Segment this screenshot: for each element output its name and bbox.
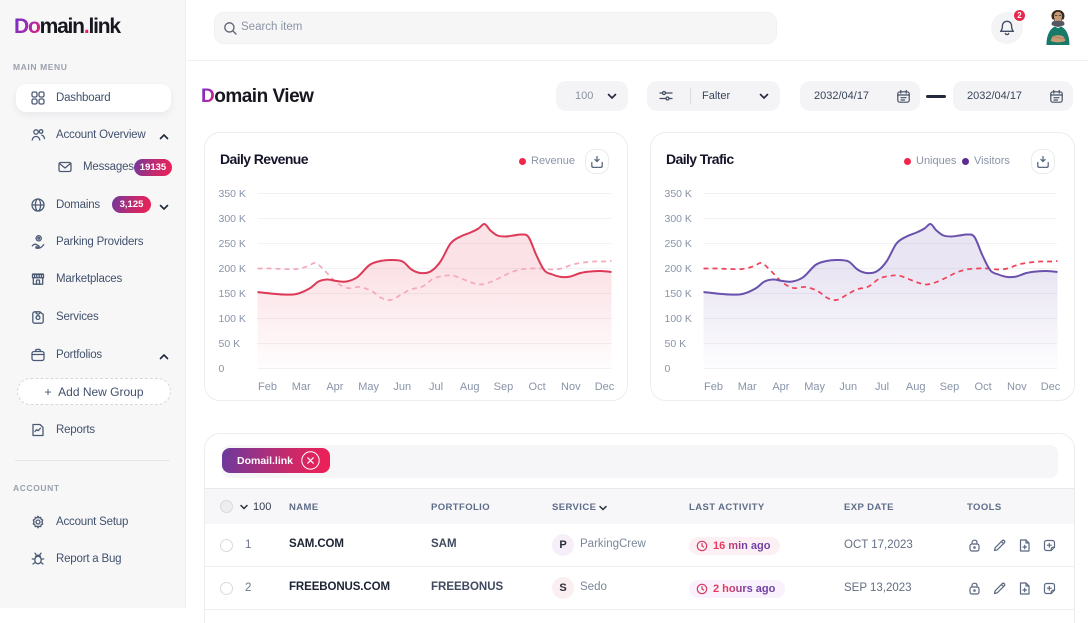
svg-text:Nov: Nov <box>1007 381 1027 393</box>
svg-text:250 K: 250 K <box>219 238 246 250</box>
svg-text:Jun: Jun <box>393 381 411 393</box>
svg-text:100 K: 100 K <box>219 313 246 325</box>
svg-text:Dec: Dec <box>1041 381 1061 393</box>
svg-text:Dec: Dec <box>595 381 615 393</box>
svg-text:May: May <box>804 381 825 393</box>
svg-text:Aug: Aug <box>906 381 926 393</box>
svg-text:Nov: Nov <box>561 381 581 393</box>
svg-text:150 K: 150 K <box>665 288 692 300</box>
svg-text:Apr: Apr <box>326 381 343 393</box>
svg-text:50 K: 50 K <box>665 338 687 350</box>
svg-text:Mar: Mar <box>292 381 311 393</box>
svg-text:Jul: Jul <box>875 381 889 393</box>
svg-text:Jun: Jun <box>839 381 857 393</box>
svg-text:200 K: 200 K <box>219 263 246 275</box>
svg-text:Sep: Sep <box>940 381 960 393</box>
svg-text:100 K: 100 K <box>665 313 692 325</box>
svg-text:350 K: 350 K <box>219 188 246 200</box>
svg-text:Aug: Aug <box>460 381 480 393</box>
svg-text:50 K: 50 K <box>219 338 241 350</box>
svg-text:350 K: 350 K <box>665 188 692 200</box>
svg-text:250 K: 250 K <box>665 238 692 250</box>
svg-text:0: 0 <box>665 363 671 375</box>
svg-text:Apr: Apr <box>772 381 789 393</box>
svg-text:May: May <box>358 381 379 393</box>
svg-text:150 K: 150 K <box>219 288 246 300</box>
svg-text:Feb: Feb <box>258 381 277 393</box>
svg-text:Oct: Oct <box>529 381 546 393</box>
svg-text:Mar: Mar <box>738 381 757 393</box>
svg-text:Sep: Sep <box>494 381 514 393</box>
svg-text:Jul: Jul <box>429 381 443 393</box>
svg-text:0: 0 <box>219 363 225 375</box>
svg-text:Oct: Oct <box>975 381 992 393</box>
svg-text:300 K: 300 K <box>665 213 692 225</box>
svg-text:300 K: 300 K <box>219 213 246 225</box>
svg-text:Feb: Feb <box>704 381 723 393</box>
svg-text:200 K: 200 K <box>665 263 692 275</box>
